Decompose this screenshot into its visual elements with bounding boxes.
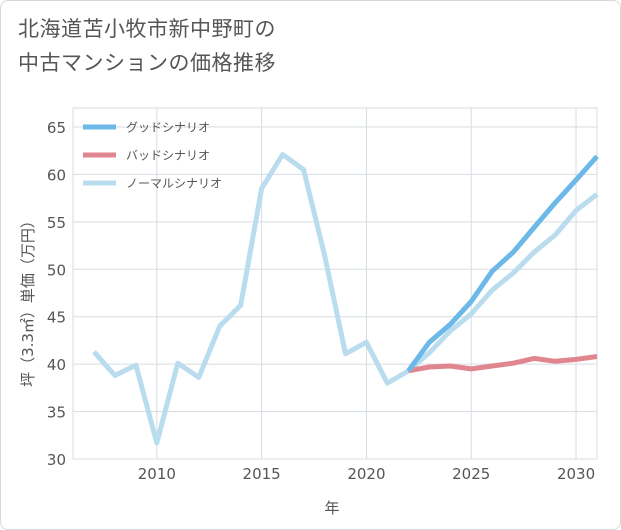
x-tick-label: 2015 [243, 465, 281, 483]
x-axis-ticks: 2010 2015 2020 2025 2030 [138, 465, 595, 483]
x-tick-label: 2010 [138, 465, 176, 483]
x-tick-label: 2025 [452, 465, 490, 483]
x-tick-label: 2030 [557, 465, 595, 483]
y-tick-label: 35 [47, 404, 66, 422]
chart-title-line-1: 北海道苫小牧市新中野町の [18, 17, 276, 41]
y-tick-label: 65 [47, 119, 66, 137]
good-scenario-line [406, 154, 599, 373]
x-tick-label: 2020 [347, 465, 385, 483]
normal-scenario-line [92, 152, 599, 446]
y-tick-label: 40 [47, 356, 66, 374]
y-tick-label: 30 [47, 451, 66, 469]
bad-scenario-line [407, 354, 598, 374]
y-tick-label: 45 [47, 309, 66, 327]
normal-scenario-legend-label: ノーマルシナリオ [126, 177, 222, 191]
y-tick-label: 60 [47, 166, 66, 184]
series-lines [92, 152, 599, 446]
y-axis-ticks: 30 35 40 45 50 55 60 65 [47, 119, 66, 469]
x-axis-label: 年 [324, 499, 339, 517]
y-axis-label: 坪（3.3㎡）単価（万円） [19, 213, 37, 387]
good-scenario-legend-label: グッドシナリオ [126, 121, 210, 135]
chart-title-line-2: 中古マンションの価格推移 [18, 51, 276, 75]
y-tick-label: 50 [47, 261, 66, 279]
y-tick-label: 55 [47, 214, 66, 232]
grid [72, 107, 598, 460]
chart-title: 北海道苫小牧市新中野町の 中古マンションの価格推移 [18, 12, 276, 80]
bad-scenario-legend-label: バッドシナリオ [126, 149, 210, 163]
